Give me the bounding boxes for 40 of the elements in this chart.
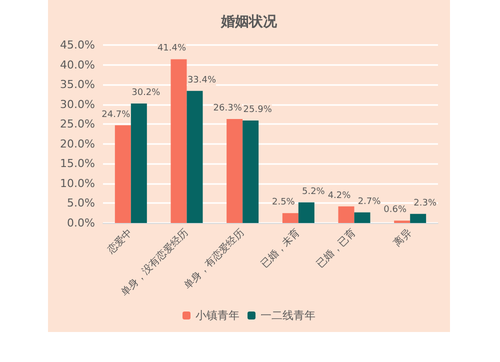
- bar: [338, 206, 354, 223]
- x-tick-label: 离异: [391, 226, 414, 250]
- y-tick-label: 30.0%: [60, 98, 95, 111]
- data-label: 2.3%: [414, 198, 437, 208]
- data-label: 2.7%: [358, 196, 382, 207]
- data-label: 4.2%: [328, 190, 352, 201]
- x-tick-label: 已婚，已育: [314, 226, 358, 270]
- x-tick-label: 已婚，未育: [258, 226, 302, 270]
- data-label: 2.5%: [272, 198, 296, 208]
- y-tick-label: 35.0%: [60, 78, 95, 92]
- y-tick-label: 45.0%: [60, 38, 95, 52]
- data-label: 5.2%: [302, 186, 326, 197]
- y-tick-label: 0.0%: [67, 216, 95, 230]
- data-label: 24.7%: [102, 110, 131, 120]
- legend-label: 小镇青年: [196, 309, 240, 322]
- chart-title: 婚姻状况: [220, 14, 278, 30]
- y-tick-label: 15.0%: [60, 157, 95, 170]
- bar: [170, 59, 187, 223]
- y-tick-label: 10.0%: [60, 176, 95, 190]
- y-tick-label: 25.0%: [60, 118, 95, 131]
- y-tick-label: 20.0%: [60, 137, 95, 150]
- data-label: 33.4%: [187, 75, 216, 86]
- bar: [186, 90, 203, 223]
- y-tick-label: 40.0%: [60, 58, 95, 72]
- x-tick-label: 恋爱中: [104, 226, 135, 257]
- data-label: 41.4%: [157, 44, 186, 54]
- bar: [130, 104, 147, 223]
- data-label: 25.9%: [243, 105, 272, 116]
- y-tick-label: 5.0%: [67, 196, 95, 210]
- bar: [114, 125, 131, 223]
- bar: [282, 213, 298, 223]
- data-label: 0.6%: [384, 205, 407, 216]
- data-label: 30.2%: [132, 88, 161, 98]
- bar: [226, 118, 243, 223]
- legend-label: 一二线青年: [260, 309, 316, 322]
- bar: [410, 214, 426, 223]
- bar: [298, 202, 314, 223]
- data-label: 26.3%: [213, 103, 242, 114]
- bar: [242, 120, 259, 223]
- bar: [354, 212, 370, 223]
